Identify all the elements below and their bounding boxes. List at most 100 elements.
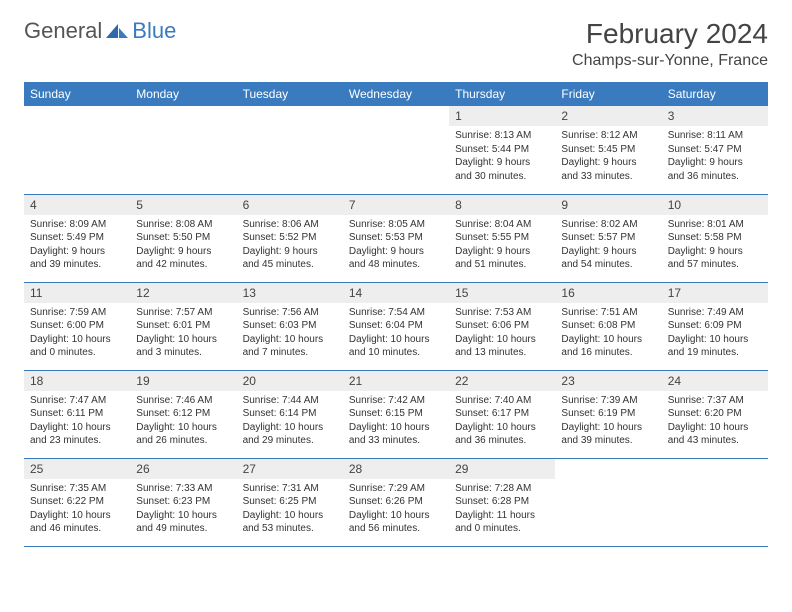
calendar-cell: 11Sunrise: 7:59 AMSunset: 6:00 PMDayligh…: [24, 282, 130, 370]
day-details: Sunrise: 7:29 AMSunset: 6:26 PMDaylight:…: [343, 479, 449, 541]
day-number: 23: [555, 371, 661, 391]
day-details: Sunrise: 8:12 AMSunset: 5:45 PMDaylight:…: [555, 126, 661, 188]
day-header: Wednesday: [343, 82, 449, 106]
day-details: Sunrise: 7:56 AMSunset: 6:03 PMDaylight:…: [237, 303, 343, 365]
day-details: Sunrise: 7:33 AMSunset: 6:23 PMDaylight:…: [130, 479, 236, 541]
day-number: 2: [555, 106, 661, 126]
day-number: 15: [449, 283, 555, 303]
calendar-week-row: 4Sunrise: 8:09 AMSunset: 5:49 PMDaylight…: [24, 194, 768, 282]
calendar-cell: 21Sunrise: 7:42 AMSunset: 6:15 PMDayligh…: [343, 370, 449, 458]
day-number: 9: [555, 195, 661, 215]
day-details: Sunrise: 7:37 AMSunset: 6:20 PMDaylight:…: [662, 391, 768, 453]
day-number: 13: [237, 283, 343, 303]
day-number: 21: [343, 371, 449, 391]
day-number: 7: [343, 195, 449, 215]
day-number: 26: [130, 459, 236, 479]
day-details: Sunrise: 7:49 AMSunset: 6:09 PMDaylight:…: [662, 303, 768, 365]
day-details: Sunrise: 8:13 AMSunset: 5:44 PMDaylight:…: [449, 126, 555, 188]
calendar-cell: [24, 106, 130, 194]
calendar-cell: 16Sunrise: 7:51 AMSunset: 6:08 PMDayligh…: [555, 282, 661, 370]
calendar-table: Sunday Monday Tuesday Wednesday Thursday…: [24, 82, 768, 547]
day-number: 6: [237, 195, 343, 215]
day-number: 18: [24, 371, 130, 391]
calendar-cell: 19Sunrise: 7:46 AMSunset: 6:12 PMDayligh…: [130, 370, 236, 458]
calendar-cell: 28Sunrise: 7:29 AMSunset: 6:26 PMDayligh…: [343, 458, 449, 546]
day-number: 11: [24, 283, 130, 303]
day-number: 25: [24, 459, 130, 479]
calendar-cell: [555, 458, 661, 546]
month-title: February 2024: [572, 18, 768, 50]
calendar-cell: 17Sunrise: 7:49 AMSunset: 6:09 PMDayligh…: [662, 282, 768, 370]
day-details: Sunrise: 8:06 AMSunset: 5:52 PMDaylight:…: [237, 215, 343, 277]
day-number: 19: [130, 371, 236, 391]
day-details: Sunrise: 8:08 AMSunset: 5:50 PMDaylight:…: [130, 215, 236, 277]
day-number: 17: [662, 283, 768, 303]
day-details: Sunrise: 7:44 AMSunset: 6:14 PMDaylight:…: [237, 391, 343, 453]
day-number: 10: [662, 195, 768, 215]
calendar-cell: 4Sunrise: 8:09 AMSunset: 5:49 PMDaylight…: [24, 194, 130, 282]
day-details: Sunrise: 8:02 AMSunset: 5:57 PMDaylight:…: [555, 215, 661, 277]
calendar-week-row: 11Sunrise: 7:59 AMSunset: 6:00 PMDayligh…: [24, 282, 768, 370]
day-details: Sunrise: 7:54 AMSunset: 6:04 PMDaylight:…: [343, 303, 449, 365]
day-number: 22: [449, 371, 555, 391]
day-number: 3: [662, 106, 768, 126]
calendar-cell: 20Sunrise: 7:44 AMSunset: 6:14 PMDayligh…: [237, 370, 343, 458]
day-details: Sunrise: 7:40 AMSunset: 6:17 PMDaylight:…: [449, 391, 555, 453]
day-number: 24: [662, 371, 768, 391]
calendar-cell: 1Sunrise: 8:13 AMSunset: 5:44 PMDaylight…: [449, 106, 555, 194]
day-number: 8: [449, 195, 555, 215]
calendar-cell: [237, 106, 343, 194]
calendar-cell: 27Sunrise: 7:31 AMSunset: 6:25 PMDayligh…: [237, 458, 343, 546]
calendar-week-row: 1Sunrise: 8:13 AMSunset: 5:44 PMDaylight…: [24, 106, 768, 194]
calendar-cell: 7Sunrise: 8:05 AMSunset: 5:53 PMDaylight…: [343, 194, 449, 282]
day-number: 20: [237, 371, 343, 391]
day-header-row: Sunday Monday Tuesday Wednesday Thursday…: [24, 82, 768, 106]
day-header: Tuesday: [237, 82, 343, 106]
day-details: Sunrise: 7:46 AMSunset: 6:12 PMDaylight:…: [130, 391, 236, 453]
calendar-cell: 10Sunrise: 8:01 AMSunset: 5:58 PMDayligh…: [662, 194, 768, 282]
day-details: Sunrise: 7:51 AMSunset: 6:08 PMDaylight:…: [555, 303, 661, 365]
day-number: 27: [237, 459, 343, 479]
calendar-cell: 23Sunrise: 7:39 AMSunset: 6:19 PMDayligh…: [555, 370, 661, 458]
calendar-cell: 25Sunrise: 7:35 AMSunset: 6:22 PMDayligh…: [24, 458, 130, 546]
day-header: Sunday: [24, 82, 130, 106]
day-header: Thursday: [449, 82, 555, 106]
calendar-cell: 26Sunrise: 7:33 AMSunset: 6:23 PMDayligh…: [130, 458, 236, 546]
logo-text-general: General: [24, 18, 102, 44]
day-header: Saturday: [662, 82, 768, 106]
day-number: 1: [449, 106, 555, 126]
calendar-cell: 24Sunrise: 7:37 AMSunset: 6:20 PMDayligh…: [662, 370, 768, 458]
calendar-cell: 9Sunrise: 8:02 AMSunset: 5:57 PMDaylight…: [555, 194, 661, 282]
day-details: Sunrise: 7:28 AMSunset: 6:28 PMDaylight:…: [449, 479, 555, 541]
day-details: Sunrise: 7:39 AMSunset: 6:19 PMDaylight:…: [555, 391, 661, 453]
calendar-cell: 29Sunrise: 7:28 AMSunset: 6:28 PMDayligh…: [449, 458, 555, 546]
logo-sail-icon: [104, 22, 130, 40]
calendar-cell: 18Sunrise: 7:47 AMSunset: 6:11 PMDayligh…: [24, 370, 130, 458]
day-number: 28: [343, 459, 449, 479]
day-details: Sunrise: 7:59 AMSunset: 6:00 PMDaylight:…: [24, 303, 130, 365]
day-number: 12: [130, 283, 236, 303]
day-details: Sunrise: 7:53 AMSunset: 6:06 PMDaylight:…: [449, 303, 555, 365]
calendar-cell: 2Sunrise: 8:12 AMSunset: 5:45 PMDaylight…: [555, 106, 661, 194]
calendar-cell: 13Sunrise: 7:56 AMSunset: 6:03 PMDayligh…: [237, 282, 343, 370]
calendar-cell: 12Sunrise: 7:57 AMSunset: 6:01 PMDayligh…: [130, 282, 236, 370]
day-number: 5: [130, 195, 236, 215]
location-label: Champs-sur-Yonne, France: [572, 52, 768, 70]
logo: General Blue: [24, 18, 176, 44]
day-number: 14: [343, 283, 449, 303]
day-details: Sunrise: 8:05 AMSunset: 5:53 PMDaylight:…: [343, 215, 449, 277]
calendar-cell: 3Sunrise: 8:11 AMSunset: 5:47 PMDaylight…: [662, 106, 768, 194]
day-details: Sunrise: 7:47 AMSunset: 6:11 PMDaylight:…: [24, 391, 130, 453]
calendar-week-row: 18Sunrise: 7:47 AMSunset: 6:11 PMDayligh…: [24, 370, 768, 458]
title-block: February 2024 Champs-sur-Yonne, France: [572, 18, 768, 70]
calendar-cell: 14Sunrise: 7:54 AMSunset: 6:04 PMDayligh…: [343, 282, 449, 370]
day-number: 4: [24, 195, 130, 215]
day-header: Monday: [130, 82, 236, 106]
day-header: Friday: [555, 82, 661, 106]
day-details: Sunrise: 7:35 AMSunset: 6:22 PMDaylight:…: [24, 479, 130, 541]
day-details: Sunrise: 7:57 AMSunset: 6:01 PMDaylight:…: [130, 303, 236, 365]
logo-text-blue: Blue: [132, 18, 176, 44]
page-header: General Blue February 2024 Champs-sur-Yo…: [24, 18, 768, 70]
day-details: Sunrise: 8:01 AMSunset: 5:58 PMDaylight:…: [662, 215, 768, 277]
calendar-cell: 22Sunrise: 7:40 AMSunset: 6:17 PMDayligh…: [449, 370, 555, 458]
